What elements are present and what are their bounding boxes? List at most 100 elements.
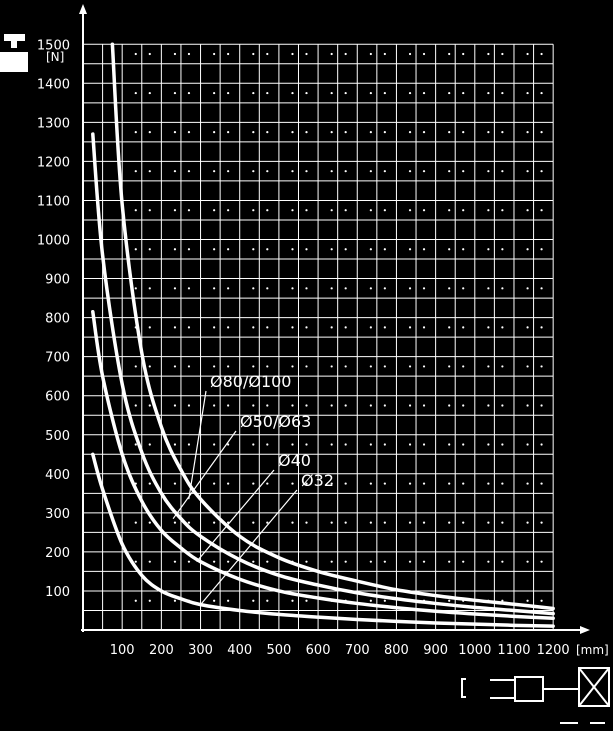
- grid-dot: [369, 404, 372, 407]
- grid-dot: [344, 209, 347, 212]
- grid-dot: [148, 248, 151, 251]
- grid-dot: [148, 170, 151, 173]
- grid-dot: [526, 443, 529, 446]
- grid-dot: [187, 52, 191, 56]
- grid-dot: [487, 365, 490, 368]
- grid-dot: [305, 91, 308, 95]
- y-tick-label: 1500: [37, 38, 70, 53]
- grid-dot: [540, 248, 543, 251]
- grid-dot: [187, 131, 191, 134]
- grid-dot: [173, 365, 177, 368]
- grid-dot: [187, 248, 191, 251]
- grid-dot: [501, 365, 504, 368]
- grid-dot: [213, 287, 216, 290]
- grid-dot: [526, 209, 529, 212]
- grid-dot: [540, 91, 543, 95]
- grid-dot: [305, 52, 308, 56]
- grid-dot: [213, 521, 216, 524]
- grid-dot: [291, 599, 294, 602]
- grid-dot: [227, 209, 230, 212]
- grid-dot: [173, 521, 177, 524]
- grid-dot: [369, 131, 372, 134]
- grid-dot: [305, 326, 308, 329]
- series-label: Ø50/Ø63: [240, 412, 311, 431]
- grid-dot: [213, 365, 216, 368]
- grid-dot: [227, 326, 230, 329]
- series-line: [110, 42, 555, 611]
- y-tick-label: 500: [45, 429, 70, 444]
- grid-dot: [330, 91, 333, 95]
- grid-dot: [526, 599, 529, 602]
- grid-dot: [134, 365, 137, 368]
- grid-dot: [173, 209, 177, 212]
- y-tick-label: 200: [45, 546, 70, 561]
- grid-dot: [408, 482, 412, 485]
- grid-dot: [383, 287, 386, 290]
- grid-dot: [173, 52, 177, 56]
- grid-dot: [540, 365, 543, 368]
- grid-dot: [462, 209, 465, 212]
- grid-dot: [448, 560, 451, 563]
- grid-dot: [408, 326, 412, 329]
- grid-dot: [462, 326, 465, 329]
- grid-dot: [252, 287, 255, 290]
- grid-dot: [422, 560, 426, 563]
- grid-dot: [252, 326, 255, 329]
- grid-dot: [330, 326, 333, 329]
- grid-dot: [213, 560, 216, 563]
- grid-dot: [383, 365, 386, 368]
- y-axis-arrow: [79, 4, 87, 14]
- grid-dot: [448, 209, 451, 212]
- grid-dot: [148, 91, 151, 95]
- grid-dot: [213, 209, 216, 212]
- grid-dot: [540, 521, 543, 524]
- grid-dot: [148, 209, 151, 212]
- grid-dot: [448, 287, 451, 290]
- grid-dot: [422, 404, 426, 407]
- chart-series: [91, 42, 555, 628]
- grid-dot: [462, 404, 465, 407]
- grid-dot: [369, 365, 372, 368]
- grid-dot: [540, 287, 543, 290]
- grid-dot: [266, 170, 269, 173]
- grid-dot: [213, 326, 216, 329]
- grid-dot: [383, 209, 386, 212]
- grid-dot: [501, 91, 504, 95]
- grid-dot: [526, 404, 529, 407]
- series-line: [91, 309, 555, 621]
- grid-dot: [227, 52, 230, 56]
- grid-dot: [369, 326, 372, 329]
- grid-dot: [487, 287, 490, 290]
- grid-dot: [501, 209, 504, 212]
- grid-dot: [148, 482, 151, 485]
- y-tick-label: 100: [45, 585, 70, 600]
- grid-dot: [501, 248, 504, 251]
- grid-dot: [252, 91, 255, 95]
- grid-dot: [501, 560, 504, 563]
- grid-dot: [448, 482, 451, 485]
- x-tick-label: 1000: [458, 643, 491, 658]
- grid-dot: [369, 170, 372, 173]
- grid-dot: [526, 326, 529, 329]
- grid-dot: [305, 599, 308, 602]
- y-tick-label: 900: [45, 273, 70, 288]
- grid-dot: [187, 326, 191, 329]
- grid-dot: [148, 599, 151, 602]
- grid-dot: [330, 131, 333, 134]
- y-tick-label: 1000: [37, 234, 70, 249]
- grid-dot: [330, 521, 333, 524]
- grid-dot: [227, 404, 230, 407]
- grid-dot: [501, 131, 504, 134]
- grid-dot: [369, 482, 372, 485]
- grid-dot: [291, 91, 294, 95]
- grid-dot: [305, 482, 308, 485]
- grid-dot: [487, 209, 490, 212]
- grid-dot: [266, 209, 269, 212]
- x-tick-label: 800: [384, 643, 409, 658]
- grid-dot: [422, 287, 426, 290]
- grid-dot: [305, 404, 308, 407]
- x-tick-label: 500: [266, 643, 291, 658]
- grid-dot: [266, 287, 269, 290]
- load-icon: [0, 34, 28, 72]
